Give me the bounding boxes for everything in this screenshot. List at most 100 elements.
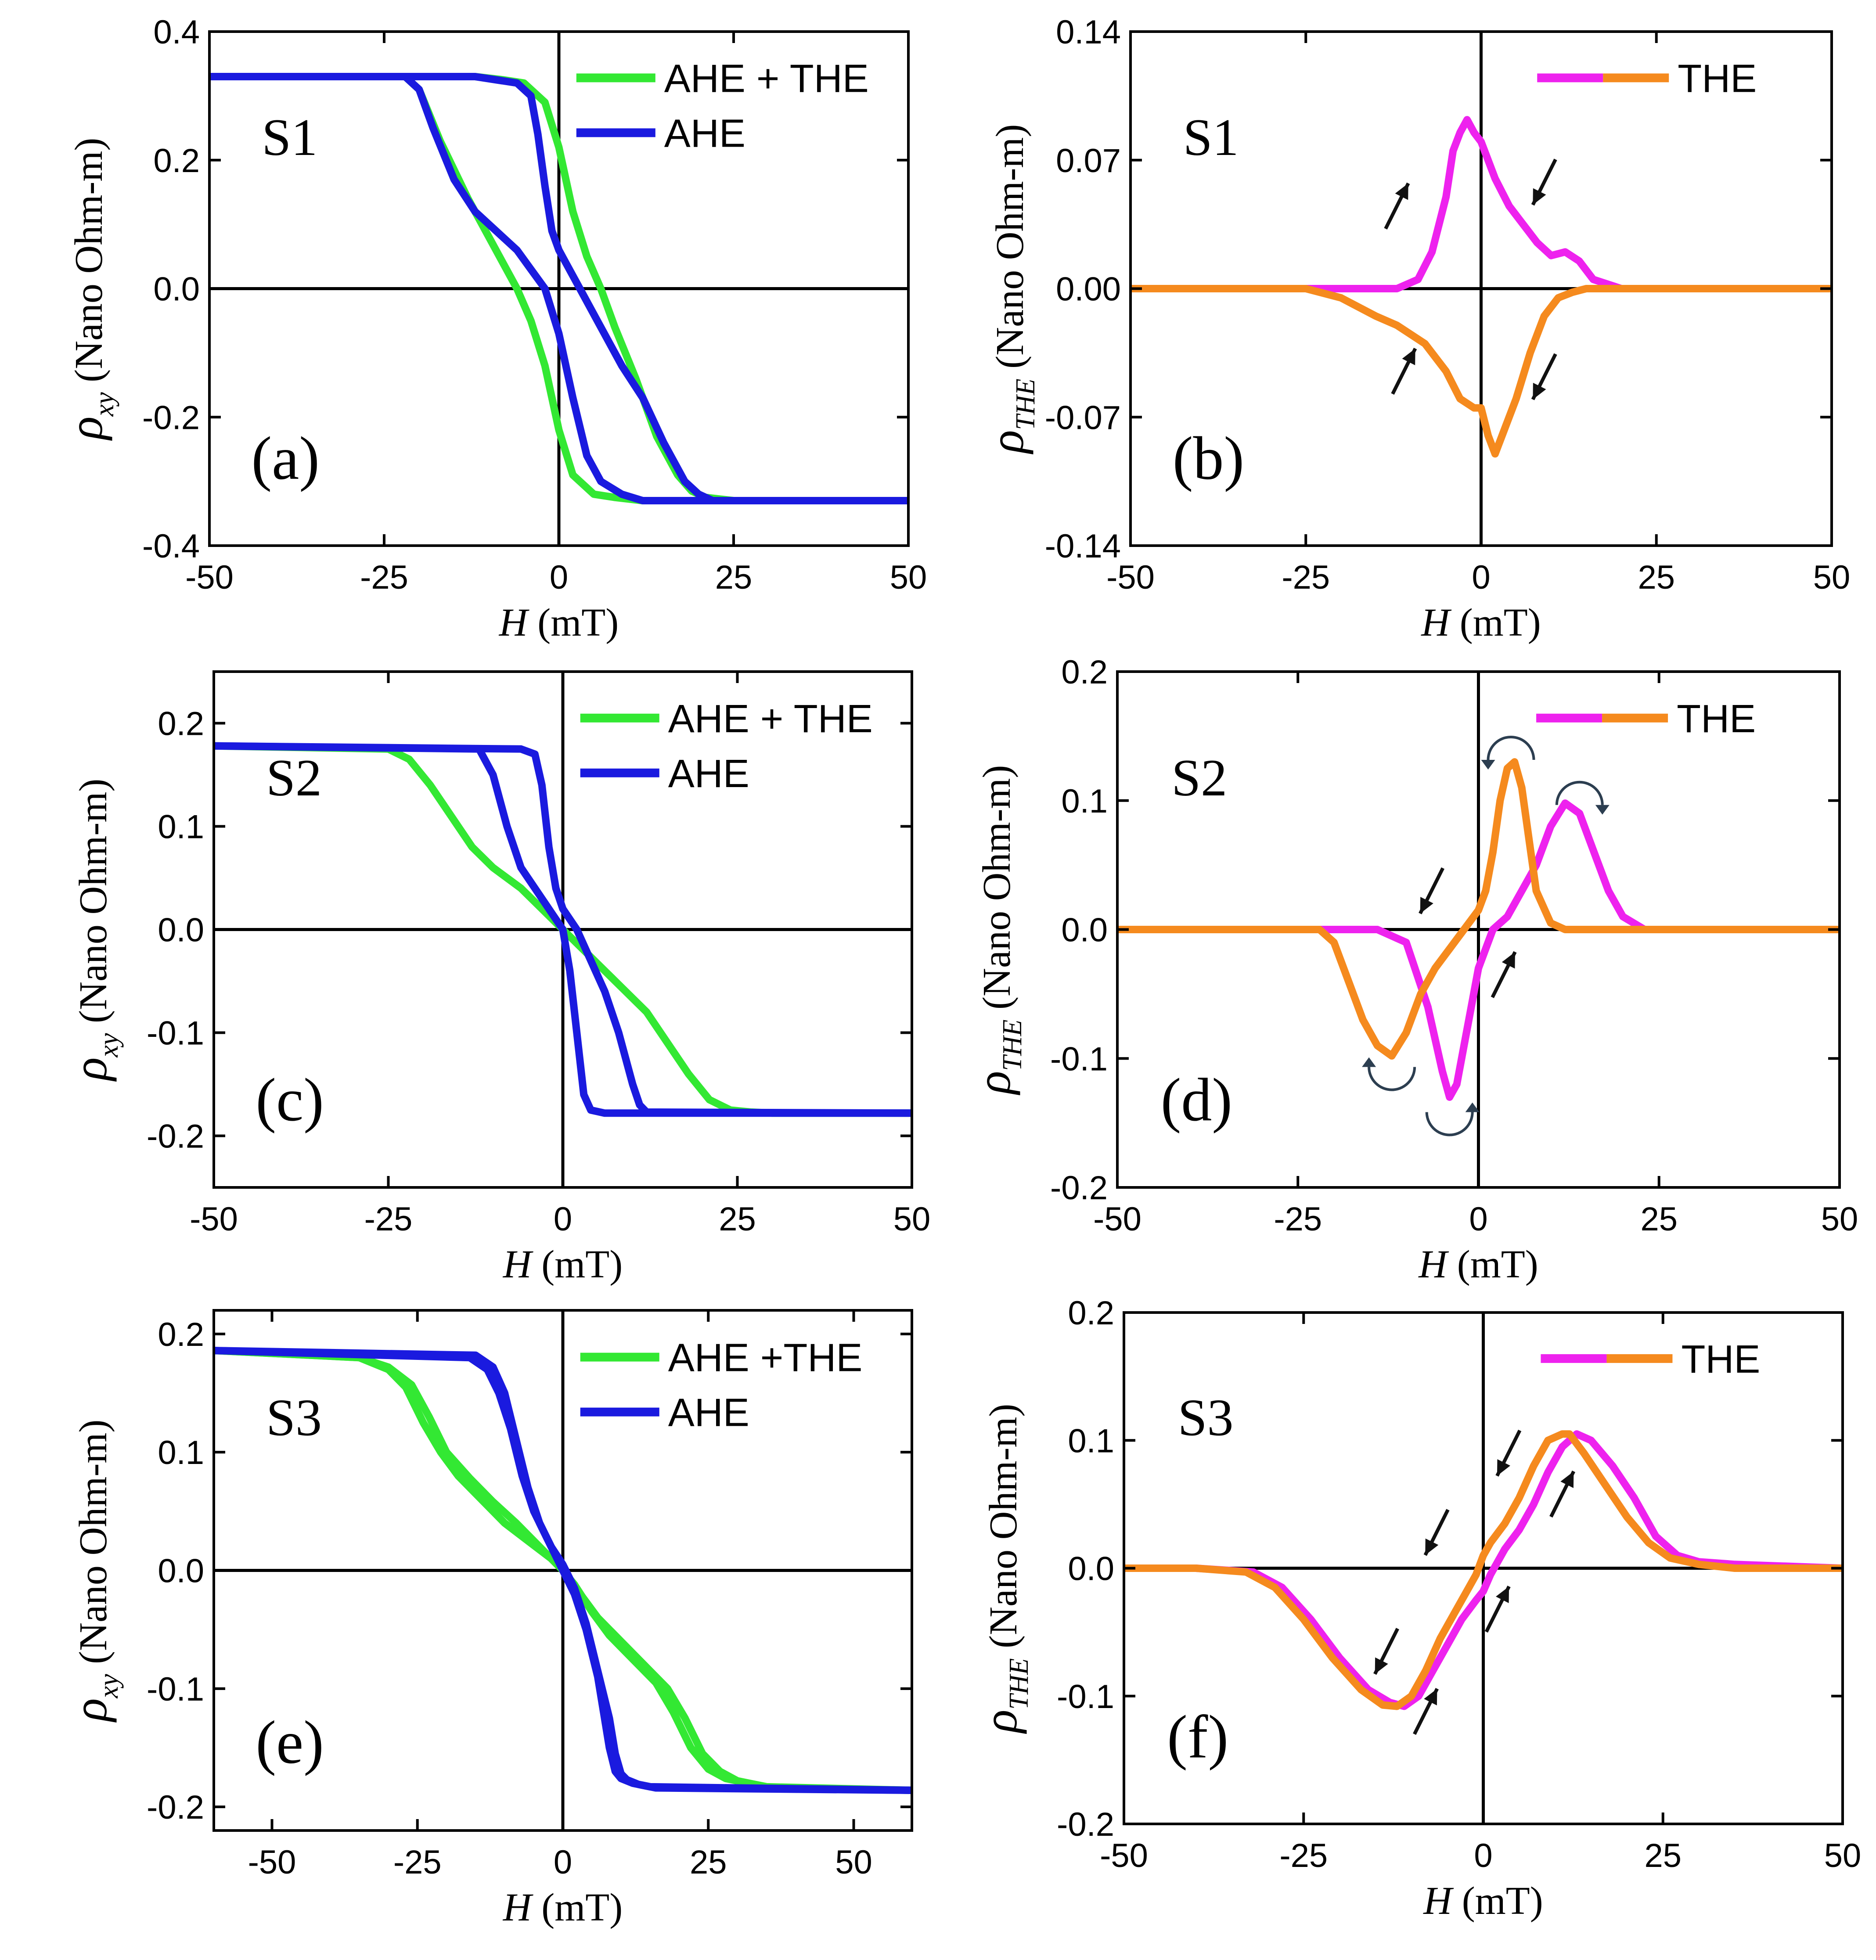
legend: AHE + THE AHE bbox=[576, 57, 869, 155]
x-tick-label: -50 bbox=[190, 1201, 238, 1238]
series-line-d-1 bbox=[1117, 758, 1840, 1060]
y-tick-label: -0.2 bbox=[147, 1789, 204, 1826]
x-axis-symbol: H bbox=[1421, 601, 1452, 644]
panel-label: (d) bbox=[1161, 1066, 1232, 1134]
x-tick-label: 0 bbox=[1474, 1837, 1492, 1874]
chart-panel-e: -50 -25 0 25 50 -0.2 -0.1 0.0 0.1 0.2 H (mT) ρxy (N… bbox=[63, 1309, 913, 1929]
y-tick-label: 0.2 bbox=[1061, 654, 1108, 691]
panel-label: (b) bbox=[1173, 424, 1244, 493]
x-tick-label: 25 bbox=[690, 1844, 727, 1881]
y-tick-label: 0.0 bbox=[1061, 912, 1108, 949]
series-line-e-3 bbox=[214, 1347, 912, 1794]
x-tick-label: 50 bbox=[835, 1844, 872, 1881]
x-tick-label: 25 bbox=[1640, 1201, 1678, 1238]
y-tick-label: 0.4 bbox=[153, 14, 200, 51]
x-axis-label: H (mT) bbox=[1421, 601, 1541, 644]
x-tick-label: 0 bbox=[554, 1201, 572, 1238]
legend: AHE +THE AHE bbox=[580, 1336, 863, 1435]
y-tick-label: 0.0 bbox=[158, 1553, 204, 1590]
x-tick-label: 25 bbox=[1644, 1837, 1682, 1874]
y-tick-label: -0.14 bbox=[1045, 528, 1121, 565]
arrow-icon bbox=[1423, 1509, 1450, 1556]
arrow-icon bbox=[1419, 867, 1445, 914]
y-tick-label: -0.1 bbox=[1050, 1040, 1108, 1078]
y-axis-unit: (Nano Ohm-m) bbox=[988, 124, 1032, 379]
x-tick-label: -50 bbox=[248, 1844, 296, 1881]
legend-label: AHE + THE bbox=[664, 57, 869, 101]
x-axis-symbol: H bbox=[1423, 1879, 1454, 1923]
x-axis-unit: (mT) bbox=[532, 1243, 623, 1286]
curved-arrow-icon bbox=[1481, 735, 1535, 770]
y-axis-label: ρTHE (Nano Ohm-m) bbox=[980, 124, 1041, 455]
y-tick-label: 0.14 bbox=[1056, 14, 1121, 51]
legend-label: AHE bbox=[664, 111, 745, 155]
legend: AHE + THE AHE bbox=[580, 697, 873, 796]
y-axis-symbol: ρ bbox=[973, 1710, 1027, 1734]
sample-label: S2 bbox=[266, 748, 322, 807]
x-axis-label: H (mT) bbox=[1418, 1243, 1538, 1286]
x-tick-label: -25 bbox=[360, 559, 408, 596]
x-tick-label: -50 bbox=[1106, 559, 1155, 596]
x-tick-label: 50 bbox=[1813, 559, 1851, 596]
legend-label: THE bbox=[1678, 57, 1757, 101]
legend-label: AHE +THE bbox=[668, 1336, 863, 1380]
legend-label: AHE bbox=[668, 752, 749, 796]
x-axis-label: H (mT) bbox=[1423, 1879, 1543, 1923]
x-tick-label: 50 bbox=[1824, 1837, 1862, 1874]
x-axis-symbol: H bbox=[1418, 1243, 1449, 1286]
chart-panel-f: -50 -25 0 25 50-0.2-0.10.00.10.2H (mT)ρTHE (… bbox=[973, 1295, 1861, 1923]
y-axis-label: ρTHE (Nano Ohm-m) bbox=[973, 1404, 1034, 1734]
x-axis-unit: (mT) bbox=[1452, 1879, 1543, 1923]
y-axis-subscript: THE bbox=[1011, 378, 1041, 430]
x-tick-label: 25 bbox=[1638, 559, 1675, 596]
y-axis-subscript: THE bbox=[1004, 1658, 1034, 1709]
panel-label: (a) bbox=[252, 424, 320, 493]
x-tick-label: 0 bbox=[1472, 559, 1490, 596]
chart-panel-a: -50 -25 0 25 50 -0.4 -0.2 0.0 0.2 0.4 H (mT) ρxy (N… bbox=[59, 14, 927, 644]
x-tick-label: 0 bbox=[1469, 1201, 1487, 1238]
y-tick-label: 0.1 bbox=[1061, 783, 1108, 820]
y-axis-label: ρTHE (Nano Ohm-m) bbox=[967, 765, 1027, 1096]
y-axis-symbol: ρ bbox=[59, 417, 112, 441]
y-axis-subscript: xy bbox=[94, 1674, 124, 1699]
y-tick-label: 0.1 bbox=[158, 809, 204, 846]
panel-label: (c) bbox=[256, 1066, 324, 1134]
x-axis-symbol: H bbox=[499, 601, 530, 644]
series-line-b-0 bbox=[1131, 116, 1832, 292]
y-axis-symbol: ρ bbox=[967, 1071, 1020, 1096]
y-axis-label: ρxy (Nano Ohm-m) bbox=[63, 1420, 124, 1723]
y-tick-label: -0.1 bbox=[1057, 1678, 1114, 1715]
legend-label: THE bbox=[1681, 1338, 1760, 1381]
y-tick-label: 0.0 bbox=[153, 271, 200, 308]
y-tick-label: 0.0 bbox=[1068, 1550, 1114, 1588]
y-axis-label: ρxy (Nano Ohm-m) bbox=[63, 779, 124, 1082]
y-tick-label: -0.2 bbox=[142, 399, 200, 436]
y-tick-label: 0.07 bbox=[1056, 142, 1121, 180]
chart-panel-b: -50 -25 0 25 50 -0.14 -0.07 0.00 0.07 0.14 H (mT) ρ… bbox=[980, 14, 1850, 644]
y-tick-label: 0.00 bbox=[1056, 271, 1121, 308]
sample-label: S3 bbox=[266, 1388, 322, 1446]
arrow-icon bbox=[1491, 951, 1517, 998]
x-axis-unit: (mT) bbox=[1450, 601, 1541, 644]
arrow-icon bbox=[1413, 1688, 1439, 1735]
x-axis-label: H (mT) bbox=[503, 1243, 623, 1286]
arrow-icon bbox=[1531, 158, 1557, 206]
series-line-f-1 bbox=[1124, 1430, 1843, 1710]
arrow-icon bbox=[1495, 1429, 1522, 1477]
y-axis-subscript: xy bbox=[94, 1033, 124, 1058]
y-tick-label: -0.1 bbox=[147, 1015, 204, 1052]
x-axis-label: H (mT) bbox=[503, 1886, 623, 1929]
y-tick-label: 0.2 bbox=[1068, 1295, 1114, 1332]
arrow-icon bbox=[1391, 348, 1417, 395]
panel-label: (f) bbox=[1167, 1703, 1228, 1771]
y-tick-label: 0.1 bbox=[1068, 1422, 1114, 1460]
chart-panel-d: -50 -25 0 25 50-0.2-0.10.00.10.2H (mT)ρTHE (… bbox=[967, 654, 1858, 1286]
x-tick-label: -25 bbox=[1274, 1201, 1322, 1238]
sample-label: S1 bbox=[1183, 108, 1239, 166]
y-axis-subscript: xy bbox=[90, 392, 119, 417]
series-line-b-1 bbox=[1131, 285, 1832, 458]
x-tick-label: -25 bbox=[1279, 1837, 1328, 1874]
y-tick-label: -0.2 bbox=[1057, 1806, 1114, 1843]
legend: THE bbox=[1537, 57, 1757, 101]
sample-label: S3 bbox=[1178, 1388, 1234, 1447]
